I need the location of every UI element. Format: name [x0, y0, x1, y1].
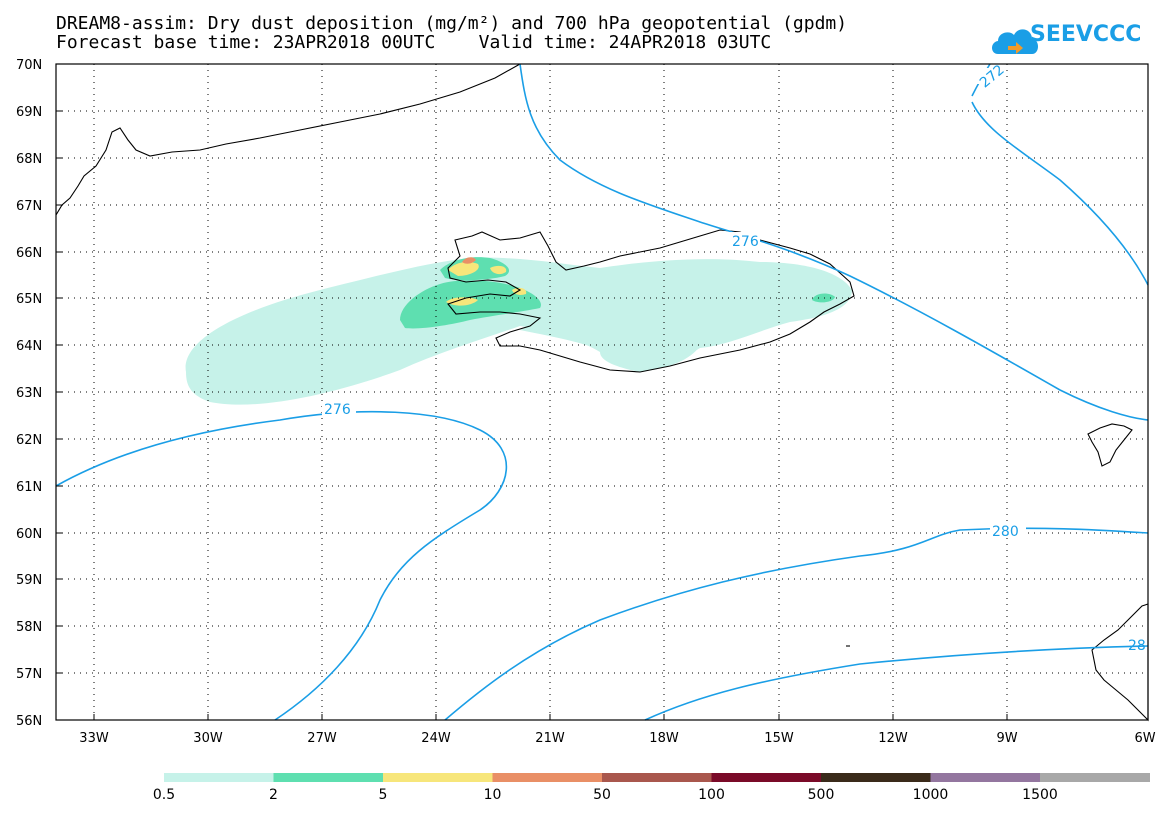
lat-label: 60N: [16, 527, 42, 542]
colorbar-swatch: [383, 773, 493, 782]
lat-label: 56N: [16, 714, 42, 729]
lon-label: 12W: [878, 731, 908, 746]
lat-label: 68N: [16, 152, 42, 167]
lat-label: 70N: [16, 58, 42, 73]
graticule: [56, 64, 1148, 720]
colorbar-label: 500: [808, 787, 835, 803]
contour-labels: 272 276 276 280 28: [322, 62, 1146, 654]
colorbar-label: 100: [698, 787, 725, 803]
lat-label: 59N: [16, 573, 42, 588]
map-title-line2: Forecast base time: 23APR2018 00UTC Vali…: [56, 32, 772, 53]
colorbar-swatch: [1040, 773, 1150, 782]
lon-label: 18W: [649, 731, 679, 746]
lon-ticks: [93, 714, 1008, 720]
lon-label: 24W: [421, 731, 451, 746]
contour-label-276-south: 276: [324, 402, 351, 418]
lat-label: 65N: [16, 292, 42, 307]
lon-label: 21W: [535, 731, 565, 746]
lat-label: 57N: [16, 667, 42, 682]
lon-label: 9W: [996, 731, 1017, 746]
colorbar-label: 1500: [1022, 787, 1058, 803]
lat-label: 66N: [16, 246, 42, 261]
lon-label: 30W: [193, 731, 223, 746]
colorbar-swatch: [164, 773, 274, 782]
colorbar-label: 10: [484, 787, 502, 803]
colorbar-swatch: [273, 773, 384, 782]
lat-label: 61N: [16, 480, 42, 495]
contour-label-28: 28: [1128, 638, 1146, 654]
lat-label: 62N: [16, 433, 42, 448]
colorbar-label: 50: [593, 787, 611, 803]
dust-plume-light: [185, 257, 852, 405]
lon-label: 6W: [1134, 731, 1155, 746]
lat-label: 67N: [16, 199, 42, 214]
lat-label: 69N: [16, 105, 42, 120]
colorbar-label: 2: [269, 787, 278, 803]
lat-labels: 70N 69N 68N 67N 66N 65N 64N 63N 62N 61N …: [16, 58, 42, 729]
colorbar: 0.5 2 5 10 50 100 500 1000 1500: [153, 773, 1150, 803]
lon-labels: 33W 30W 27W 24W 21W 18W 15W 12W 9W 6W: [79, 731, 1155, 746]
cloud-icon: [992, 29, 1038, 54]
lat-ticks: [56, 63, 62, 721]
logo-text: SEEVCCC: [1030, 22, 1142, 47]
colorbar-label: 5: [379, 787, 388, 803]
colorbar-label: 0.5: [153, 787, 175, 803]
colorbar-swatch: [492, 773, 603, 782]
contour-label-280: 280: [992, 524, 1019, 540]
lat-label: 58N: [16, 620, 42, 635]
geopotential-contours: [55, 63, 1149, 721]
colorbar-swatch: [711, 773, 822, 782]
lat-label: 63N: [16, 386, 42, 401]
lat-label: 64N: [16, 339, 42, 354]
colorbar-swatch: [602, 773, 712, 782]
colorbar-swatch: [930, 773, 1041, 782]
colorbar-swatch: [821, 773, 931, 782]
colorbar-label: 1000: [913, 787, 949, 803]
lon-label: 27W: [307, 731, 337, 746]
lon-label: 33W: [79, 731, 109, 746]
contour-label-276-north: 276: [732, 234, 759, 250]
map-title-line1: DREAM8-assim: Dry dust deposition (mg/m²…: [56, 13, 848, 34]
lon-label: 15W: [764, 731, 794, 746]
